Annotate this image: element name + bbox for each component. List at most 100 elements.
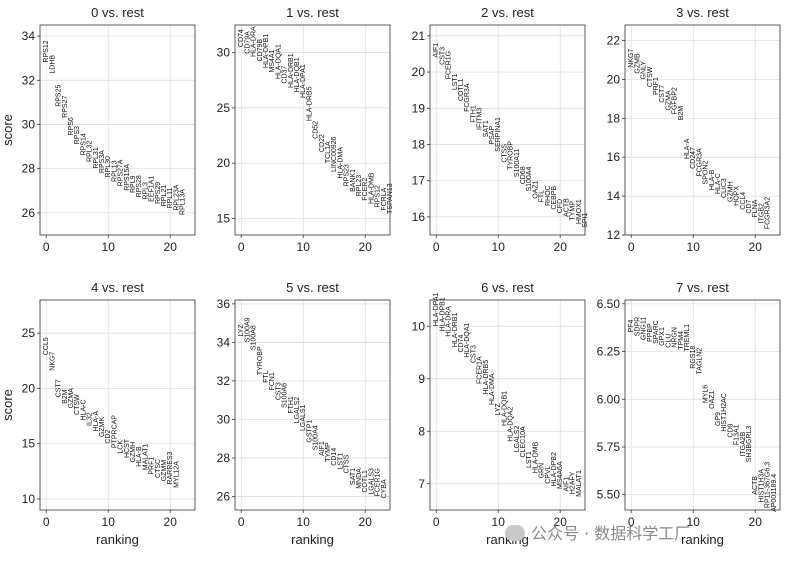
x-tick-label: 20 <box>749 515 763 529</box>
gene-label: HLA-DPB1 <box>263 34 270 68</box>
gene-label: LGALS1 <box>300 404 307 431</box>
gene-label: FCN1 <box>269 372 276 390</box>
panel-frame <box>429 24 586 236</box>
gene-label: TAGLN2 <box>696 348 703 375</box>
gene-label: CD74 <box>238 29 245 47</box>
gene-label: PRF1 <box>149 457 156 475</box>
gene-label: HLA-B <box>709 169 716 190</box>
panel-frame <box>234 299 391 511</box>
gene-label: LYZ <box>238 324 245 337</box>
x-tick-label: 20 <box>749 240 763 254</box>
gene-label: HLA-DRA <box>251 26 258 57</box>
x-tick-label: 0 <box>43 240 50 254</box>
gene-label: HLA-A <box>684 138 691 159</box>
gene-label: LYZ <box>495 402 502 415</box>
gene-label: HLA-DMB <box>368 172 375 204</box>
x-tick-label: 10 <box>492 240 506 254</box>
gene-label: CTSW <box>647 66 654 87</box>
gene-label: CYBA <box>381 479 388 498</box>
gene-label: HLA-DPA1 <box>433 292 440 326</box>
gene-label: RPL31 <box>93 147 100 169</box>
y-tick-label: 36 <box>217 297 231 311</box>
gene-label: CST7 <box>659 85 666 103</box>
gene-label: FCGR3A <box>696 148 703 177</box>
gene-label: FCER2 <box>362 178 369 201</box>
gene-label: MNDA <box>356 468 363 489</box>
x-axis-label: ranking <box>681 532 724 547</box>
gene-label: OAZ1 <box>532 180 539 198</box>
panel-title: 2 vs. rest <box>481 5 534 20</box>
gene-label: LST1 <box>526 451 533 468</box>
gene-label: RPS28 <box>136 175 143 197</box>
gene-label: SPI1 <box>582 212 589 227</box>
gene-label: HCST <box>124 438 131 458</box>
gene-label: PTPRCAP <box>111 415 118 448</box>
gene-label: FLNA <box>752 199 759 217</box>
gene-label: EEF1A1 <box>149 176 156 202</box>
x-axis-label: ranking <box>96 532 139 547</box>
gene-label: FTH1 <box>470 105 477 123</box>
y-tick-label: 7 <box>418 477 425 491</box>
gene-label: AIF1 <box>563 477 570 492</box>
gene-label: S100A6 <box>282 383 289 408</box>
gene-label: HOPX <box>734 186 741 206</box>
x-tick-label: 0 <box>238 240 245 254</box>
gene-label: HLA-C <box>80 399 87 420</box>
gene-label: CST3 <box>439 47 446 65</box>
gene-label: GSTP1 <box>306 420 313 443</box>
gene-label: HIST1H2AC <box>721 393 728 432</box>
gene-label: RPS25 <box>56 85 63 107</box>
gene-label: RPS15A <box>124 164 131 191</box>
gene-label: RPS27A <box>118 159 125 186</box>
y-tick-label: 32 <box>22 73 36 87</box>
x-tick-label: 10 <box>687 515 701 529</box>
y-tick-label: 19 <box>412 101 426 115</box>
gene-label: RPL23A <box>173 184 180 210</box>
gene-label: LDHB <box>49 55 56 74</box>
gene-label: RPL3 <box>142 182 149 200</box>
gene-label: CEBPB <box>551 186 558 210</box>
gene-label: NRGN <box>672 327 679 348</box>
gene-label: CD74 <box>458 334 465 352</box>
gene-label: IFITM3 <box>477 108 484 130</box>
x-tick-label: 0 <box>628 240 635 254</box>
gene-label: HLA-DPB2 <box>551 452 558 486</box>
gene-label: TYMP <box>325 442 332 462</box>
gene-label: COTL1 <box>362 470 369 493</box>
gene-label: RPL13 <box>111 160 118 182</box>
gene-label: IL32 <box>87 412 94 426</box>
gene-label: SPARC <box>653 320 660 344</box>
y-tick-label: 20 <box>607 72 621 86</box>
gene-label: HLA-DRB1 <box>452 313 459 348</box>
gene-label: SAT1 <box>350 468 357 485</box>
gene-label: CTSW <box>74 394 81 415</box>
gene-label: HLA-B <box>136 446 143 467</box>
gene-label: CD52 <box>313 121 320 139</box>
y-axis-label: score <box>0 114 15 146</box>
gene-label: FCER1A <box>477 356 484 384</box>
y-tick-label: 25 <box>22 326 36 340</box>
gene-label: PRF1 <box>653 77 660 95</box>
gene-label: RPL13A <box>180 189 187 215</box>
gene-label: RPS29 <box>155 182 162 204</box>
gene-label: CST3 <box>275 382 282 400</box>
gene-label: RP11-367G6.3 <box>765 462 772 508</box>
gene-label: HLA-DQB1 <box>294 57 301 92</box>
gene-label: NKG7 <box>49 352 56 371</box>
panel-7: 7 vs. rest 5.50 5.75 6.00 6.25 6.50 0 10 20 ranki… <box>597 280 781 547</box>
panel-frame <box>234 24 391 236</box>
gene-label: HLA-A <box>93 411 100 432</box>
y-tick-label: 8 <box>418 424 425 438</box>
gene-label: GPX1 <box>659 327 666 346</box>
gene-label: CD79A <box>244 31 251 54</box>
gene-label: CD14 <box>331 448 338 466</box>
gene-label: ACTB <box>563 198 570 217</box>
gene-label: TREML1 <box>684 324 691 352</box>
gene-label: RPS23 <box>344 164 351 186</box>
gene-label: CLEC10A <box>520 426 527 457</box>
y-tick-label: 6.50 <box>597 297 621 311</box>
x-tick-label: 0 <box>628 515 635 529</box>
gene-label: S100A8 <box>251 325 258 350</box>
